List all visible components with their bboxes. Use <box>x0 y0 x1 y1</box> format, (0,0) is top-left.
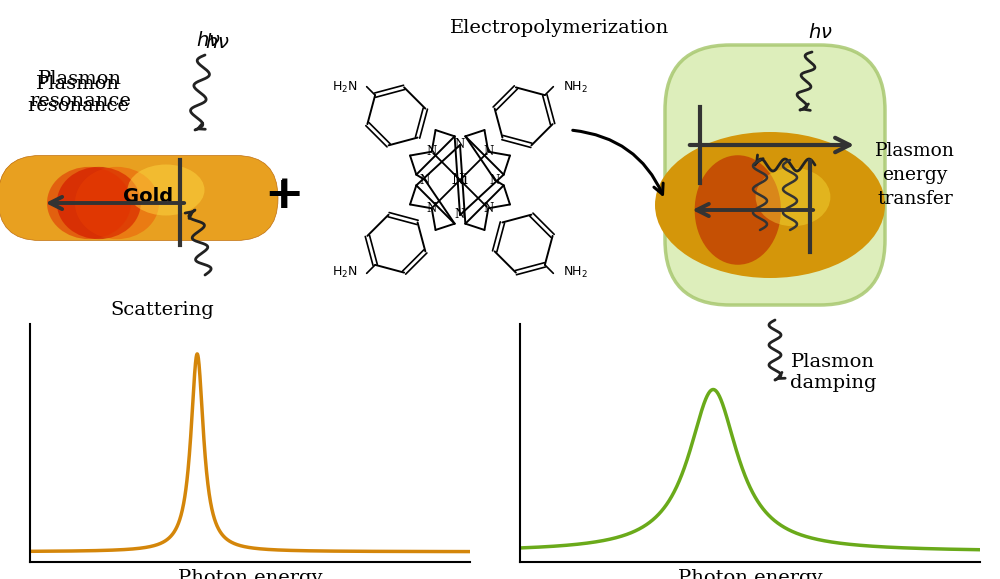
Text: NH$_2$: NH$_2$ <box>563 265 588 280</box>
X-axis label: Photon energy: Photon energy <box>178 569 322 579</box>
Text: Plasmon
damping: Plasmon damping <box>790 353 876 391</box>
Text: $h\nu$: $h\nu$ <box>205 32 229 52</box>
Ellipse shape <box>695 155 781 265</box>
Text: Plasmon
energy
transfer: Plasmon energy transfer <box>875 142 955 208</box>
X-axis label: Photon energy: Photon energy <box>678 569 822 579</box>
Text: Ni: Ni <box>452 173 468 187</box>
Text: +: + <box>265 172 305 218</box>
Text: NH$_2$: NH$_2$ <box>563 80 588 95</box>
Text: N: N <box>427 202 437 215</box>
Text: Plasmon
resonance: Plasmon resonance <box>27 75 129 115</box>
Text: N: N <box>455 138 465 152</box>
Ellipse shape <box>756 168 830 226</box>
Text: H$_2$N: H$_2$N <box>332 80 357 95</box>
Text: Plasmon
resonance: Plasmon resonance <box>29 70 131 110</box>
Text: Electropolymerization: Electropolymerization <box>450 19 670 37</box>
Ellipse shape <box>47 167 131 239</box>
Ellipse shape <box>128 164 205 215</box>
FancyBboxPatch shape <box>0 156 278 240</box>
Text: N: N <box>490 174 500 186</box>
FancyBboxPatch shape <box>665 45 885 305</box>
FancyArrowPatch shape <box>573 130 663 195</box>
Text: +: + <box>264 174 302 217</box>
Text: N: N <box>483 145 493 158</box>
Text: H$_2$N: H$_2$N <box>332 265 357 280</box>
Text: N: N <box>483 202 493 215</box>
Text: $h\nu$: $h\nu$ <box>196 31 220 49</box>
Text: $h\nu$: $h\nu$ <box>808 23 832 42</box>
Text: N: N <box>427 145 437 158</box>
Text: Ni: Ni <box>452 173 468 187</box>
Ellipse shape <box>57 167 141 239</box>
Text: Scattering: Scattering <box>110 301 214 318</box>
Text: Gold: Gold <box>123 186 173 206</box>
Text: N: N <box>455 208 465 222</box>
Ellipse shape <box>655 132 885 278</box>
Text: N: N <box>420 174 430 186</box>
Ellipse shape <box>75 167 159 239</box>
